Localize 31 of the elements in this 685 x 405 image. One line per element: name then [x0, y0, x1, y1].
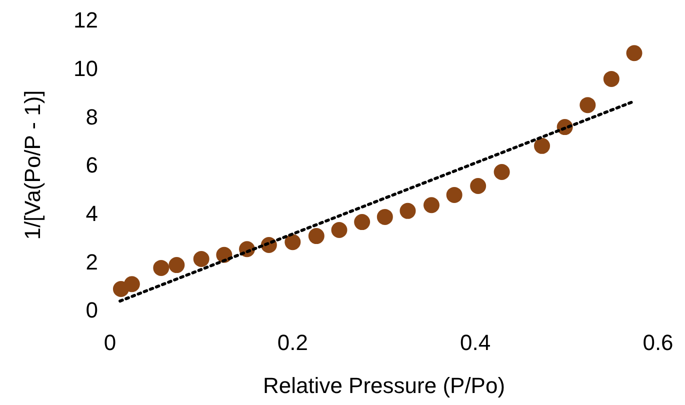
point [423, 197, 440, 214]
x-tick-label: 0.6 [642, 330, 674, 355]
point [580, 97, 596, 114]
y-tick-label: 2 [86, 249, 98, 274]
x-tick-label: 0.4 [460, 330, 491, 355]
y-tick-label: 6 [86, 152, 98, 178]
point [376, 208, 393, 225]
point [354, 214, 370, 230]
y-tick-label: 4 [86, 201, 98, 226]
point [284, 234, 301, 250]
y-tick-label: 10 [74, 56, 98, 82]
point [168, 257, 185, 274]
y-tick-label: 12 [74, 8, 98, 33]
x-tick-label: 0.2 [277, 330, 308, 355]
x-axis-title: Relative Pressure (P/Po) [262, 373, 506, 398]
point [534, 138, 550, 154]
point [124, 276, 140, 292]
point [470, 178, 486, 194]
point [400, 202, 416, 219]
point [603, 70, 620, 87]
x-tick-label: 0 [104, 330, 116, 355]
y-axis-title: 1/[Va(Po/P - 1)] [20, 90, 45, 240]
y-tick-label: 8 [86, 104, 98, 130]
point [153, 260, 170, 276]
point [331, 222, 348, 238]
point [193, 251, 210, 268]
point [308, 228, 324, 244]
y-tick-label: 0 [86, 298, 98, 323]
point [626, 45, 642, 62]
point [494, 164, 510, 180]
point [446, 186, 462, 203]
